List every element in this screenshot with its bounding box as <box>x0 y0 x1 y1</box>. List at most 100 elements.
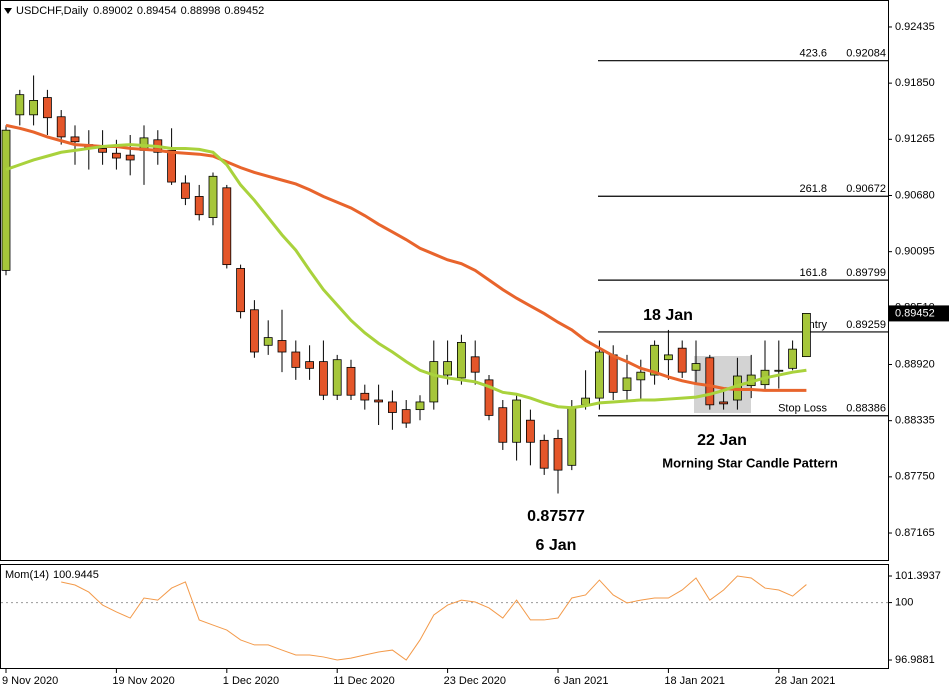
candle-body <box>567 407 577 466</box>
indicator: Mom(14) <box>5 569 49 581</box>
x-tick-label: 28 Jan 2021 <box>775 675 836 687</box>
low-annotation: 0.87577 <box>527 508 585 525</box>
candle-body <box>222 187 232 266</box>
low-value: 0.88998 <box>181 5 221 17</box>
candle-body <box>401 409 411 424</box>
y-tick-label: 0.92435 <box>895 21 935 33</box>
candle-body <box>167 149 177 183</box>
price-panel <box>0 0 889 561</box>
annotation: 22 Jan <box>697 432 747 449</box>
x-tick-label: 6 Jan 2021 <box>554 675 608 687</box>
y-tick-label: 0.90680 <box>895 189 935 201</box>
candle-body <box>70 136 80 143</box>
candle-body <box>429 361 439 403</box>
x-tick-label: 11 Dec 2020 <box>333 675 395 687</box>
candle-body <box>526 419 535 443</box>
y-tick-label: 101.3937 <box>895 570 941 582</box>
annotation: 6 Jan <box>536 537 577 554</box>
menu-arrow[interactable] <box>4 8 12 14</box>
candle-body <box>346 366 356 396</box>
chart-title: USDCHF,Daily 0.89002 0.89454 0.88998 0.89452 <box>16 5 264 17</box>
candle-body <box>539 439 549 469</box>
candle-body <box>387 401 397 413</box>
close-value: 0.89452 <box>224 5 264 17</box>
level-label: 161.8 <box>799 267 827 279</box>
candle-body <box>677 347 687 373</box>
candle-body <box>622 377 632 391</box>
y-tick-label: 0.90095 <box>895 246 935 258</box>
level-value: 0.89259 <box>846 319 886 331</box>
x-tick-label: 23 Dec 2020 <box>444 675 506 687</box>
moving-average <box>5 143 807 410</box>
candle-body <box>650 344 659 376</box>
momentum-title: Mom(14) 100.9445 <box>5 569 99 581</box>
candle-body <box>595 351 604 399</box>
candle-body <box>125 154 135 161</box>
candle-body <box>456 342 466 379</box>
candle-body <box>180 182 190 199</box>
high-value: 0.89454 <box>137 5 177 17</box>
candle-body <box>484 379 494 416</box>
y-tick-label: 96.9881 <box>895 654 935 666</box>
annotation: Morning Star Candle Pattern <box>662 455 838 470</box>
candle-body <box>512 399 521 443</box>
level-label: 423.6 <box>799 48 827 60</box>
candle-body <box>15 94 25 116</box>
candle-body <box>305 361 315 369</box>
candle-body <box>719 401 728 405</box>
candle-body <box>664 354 673 361</box>
y-tick-label: 0.88335 <box>895 415 935 427</box>
candle-body <box>415 401 425 411</box>
candle-body <box>691 363 701 371</box>
price-box <box>889 305 949 322</box>
candle-body <box>56 116 66 138</box>
candle-body <box>318 361 328 396</box>
candle-body <box>553 438 563 471</box>
level-label: Stop Loss <box>778 403 827 415</box>
momentum-line <box>61 575 807 661</box>
price-box-label: 0.89452 <box>895 307 935 319</box>
candle-body <box>636 371 646 381</box>
candle-body <box>1 129 11 271</box>
candle-body <box>608 354 618 393</box>
momentum-panel <box>0 564 889 669</box>
x-tick-label: 18 Jan 2021 <box>664 675 725 687</box>
momentum-value: 100.9445 <box>53 569 99 581</box>
candle-body <box>194 196 204 216</box>
level-value: 0.90672 <box>846 183 886 195</box>
candle-body <box>498 407 508 443</box>
candle-body <box>470 356 480 373</box>
level-label: 261.8 <box>799 183 827 195</box>
candle-body <box>208 175 218 218</box>
candle-body <box>249 309 259 353</box>
candle-body <box>112 152 121 159</box>
annotation: 18 Jan <box>643 307 693 324</box>
y-tick-label: 0.91850 <box>895 77 935 89</box>
candle-body <box>263 337 273 346</box>
candle-body <box>360 392 370 401</box>
y-tick-label: 0.87750 <box>895 471 935 483</box>
candle-body <box>29 100 39 116</box>
y-tick-label: 0.88920 <box>895 358 935 370</box>
level-value: 0.88386 <box>846 403 886 415</box>
open-value: 0.89002 <box>93 5 133 17</box>
candle-body <box>374 399 384 403</box>
x-tick-label: 19 Nov 2020 <box>112 675 174 687</box>
symbol: USDCHF,Daily <box>16 5 89 17</box>
candle-body <box>774 369 784 372</box>
y-tick-label: 100 <box>895 596 913 608</box>
moving-average <box>5 123 807 392</box>
candle-body <box>802 313 811 358</box>
y-tick-label: 0.91265 <box>895 133 935 145</box>
candle-body <box>443 361 453 376</box>
candle-body <box>43 97 52 119</box>
x-tick-label: 9 Nov 2020 <box>2 675 58 687</box>
candle-body <box>291 351 301 368</box>
candle-body <box>705 357 715 406</box>
candle-body <box>236 268 246 313</box>
level-value: 0.92084 <box>846 48 886 60</box>
candle-body <box>332 359 342 396</box>
x-tick-label: 1 Dec 2020 <box>223 675 279 687</box>
